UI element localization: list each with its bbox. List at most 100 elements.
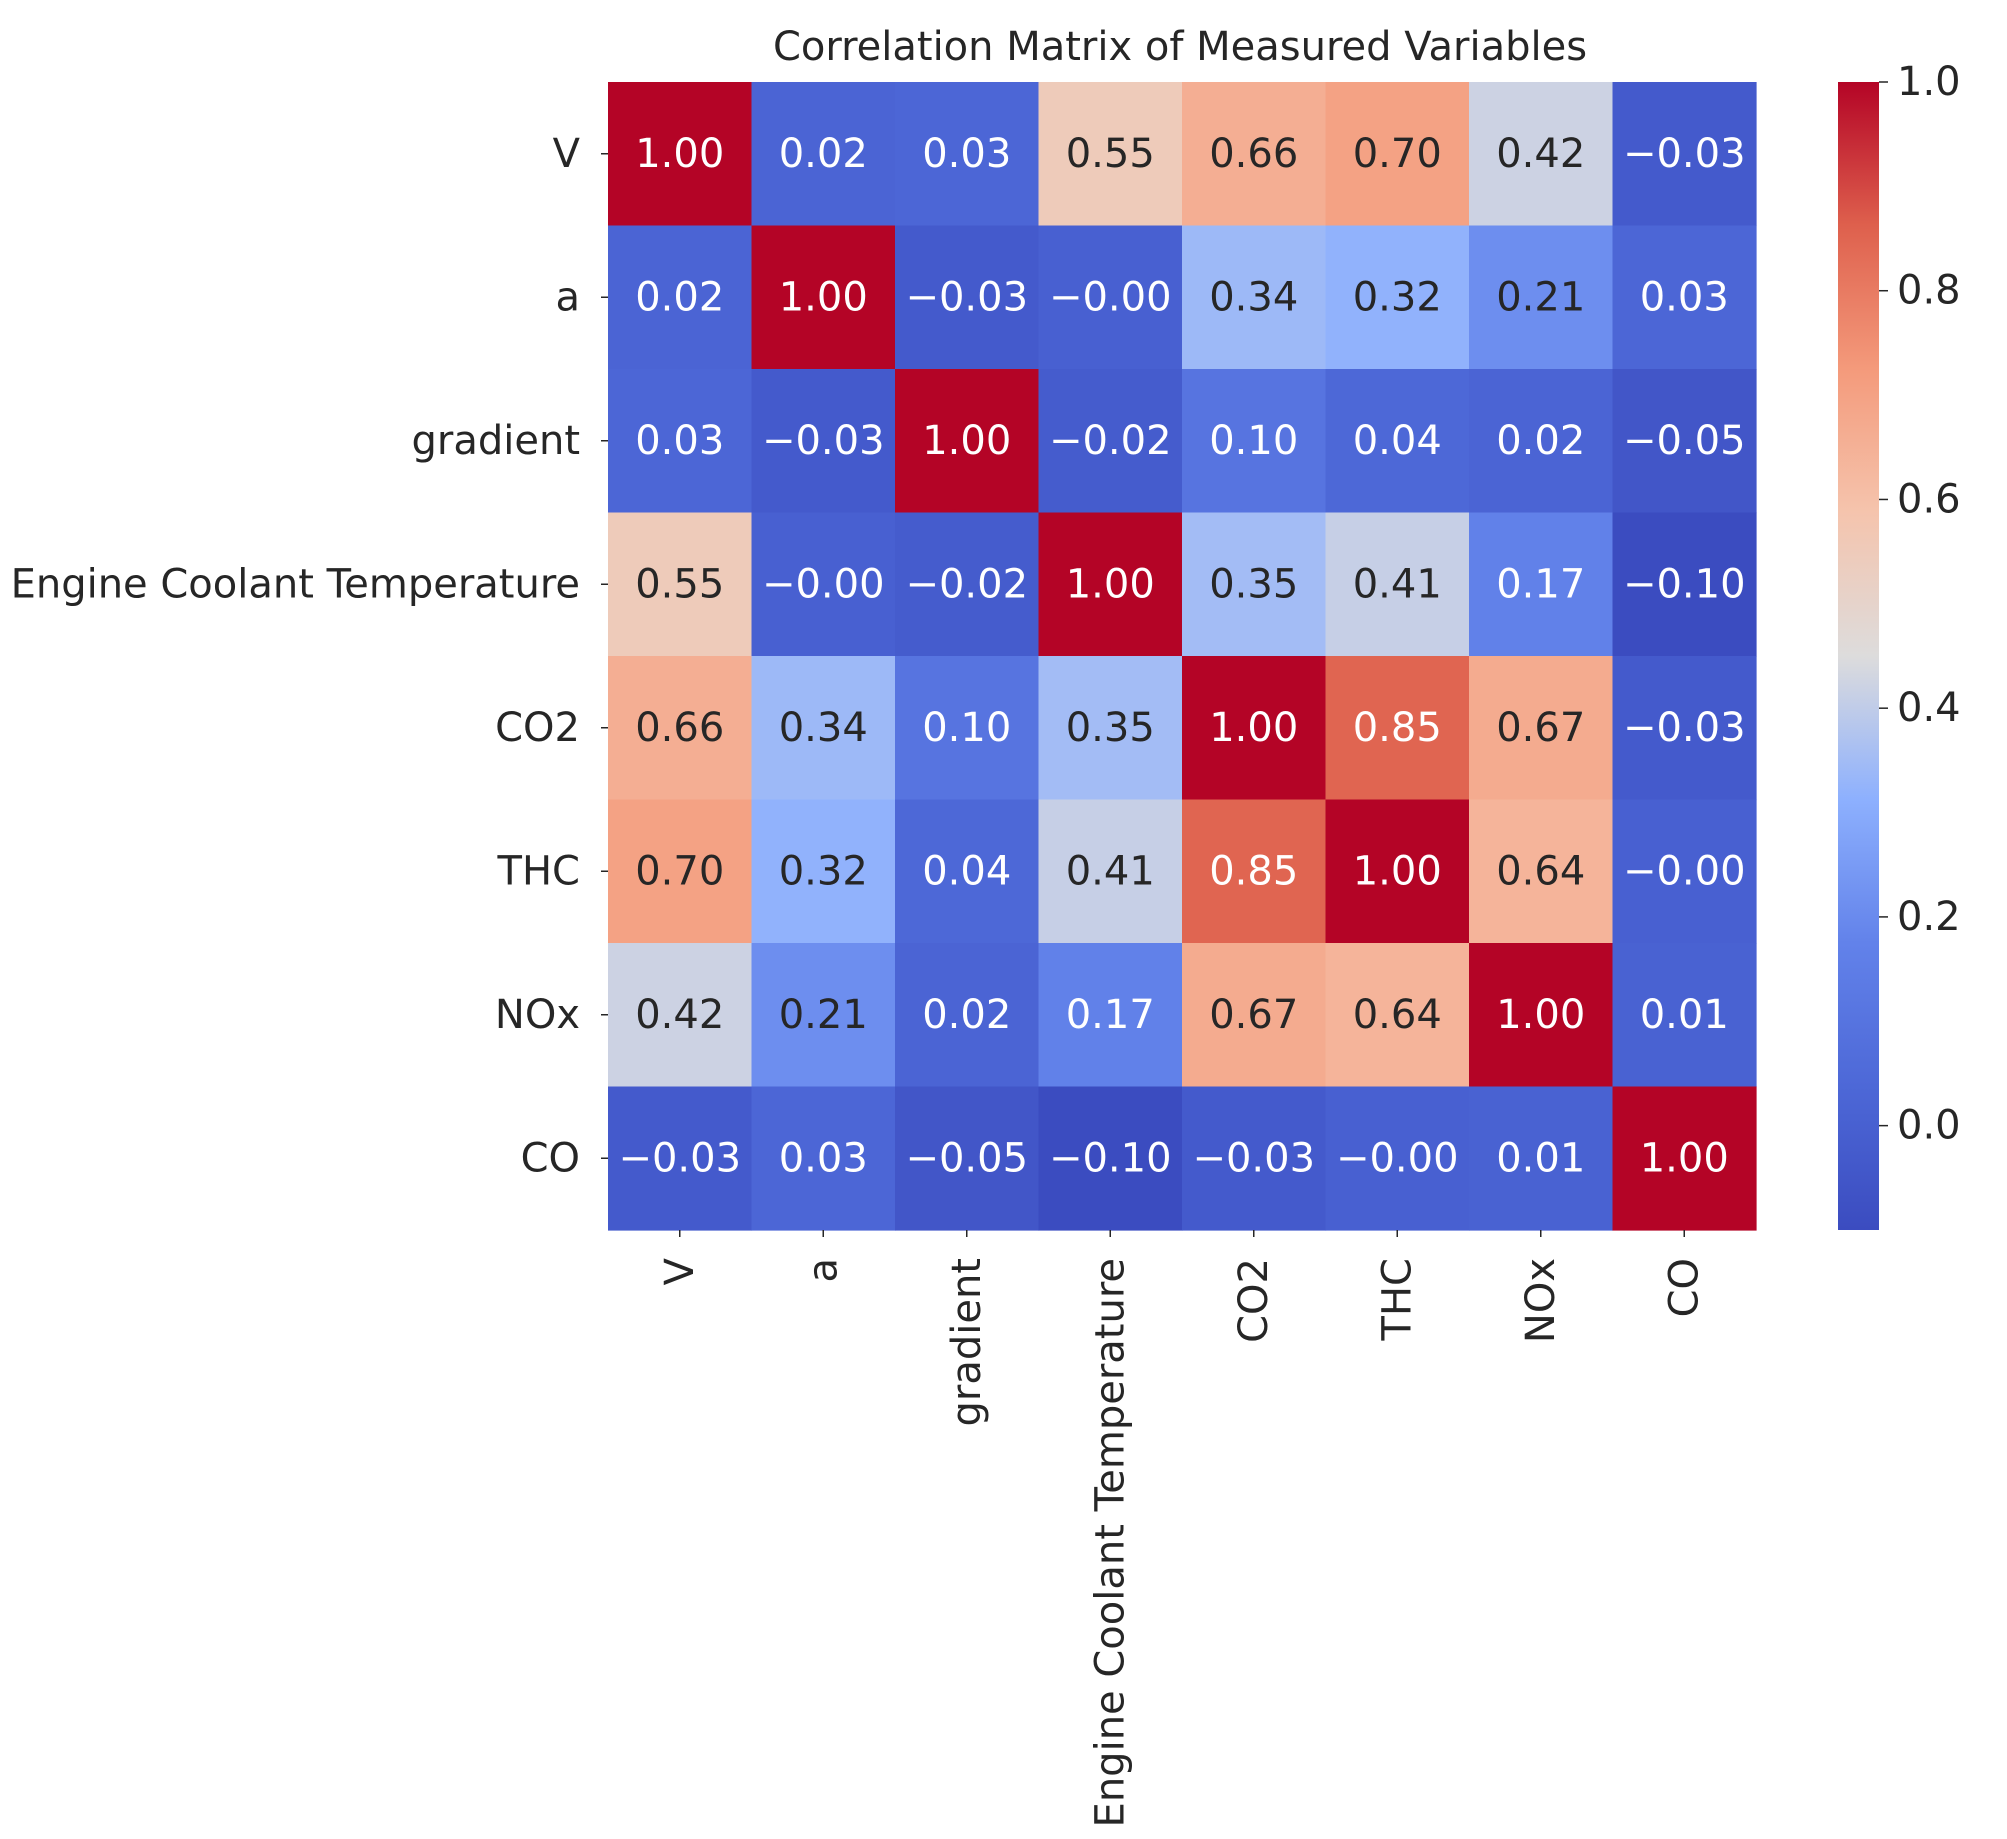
y-tick-label: CO xyxy=(521,1135,580,1181)
heatmap-cell xyxy=(751,943,896,1088)
x-tick-label: gradient xyxy=(944,1258,990,1427)
x-tick-label: Engine Coolant Temperature xyxy=(1087,1258,1133,1827)
cell-annotation: 0.03 xyxy=(635,418,724,464)
cell-annotation: 0.01 xyxy=(1640,992,1729,1038)
y-tick-label: THC xyxy=(497,848,580,894)
heatmap-cell xyxy=(608,943,753,1088)
cell-annotation: −0.00 xyxy=(1336,1135,1459,1181)
cell-annotation: 1.00 xyxy=(779,274,868,320)
heatmap-cell xyxy=(1182,512,1327,657)
y-tick-label: a xyxy=(555,274,580,320)
cell-annotation: −0.03 xyxy=(762,418,885,464)
cell-annotation: 1.00 xyxy=(1353,848,1442,894)
cell-annotation: 0.10 xyxy=(1209,418,1298,464)
cell-annotation: −0.02 xyxy=(1049,418,1172,464)
heatmap-cell xyxy=(1038,82,1183,227)
heatmap-cell xyxy=(1038,225,1183,370)
heatmap-cell xyxy=(751,512,896,657)
cell-annotation: 0.41 xyxy=(1066,848,1155,894)
heatmap-cell xyxy=(1038,512,1183,657)
cell-annotation: 0.03 xyxy=(922,131,1011,177)
cell-annotation: −0.02 xyxy=(905,561,1028,607)
heatmap-cell xyxy=(608,656,753,801)
heatmap-cell xyxy=(1612,369,1757,514)
cell-annotation: 0.35 xyxy=(1066,705,1155,751)
heatmap-cell xyxy=(1469,1086,1614,1231)
y-tick-label: gradient xyxy=(412,418,581,464)
colorbar-tick-label: 0.8 xyxy=(1897,268,1961,314)
cell-annotation: 0.41 xyxy=(1353,561,1442,607)
heatmap-cell xyxy=(1469,369,1614,514)
x-tick-label: a xyxy=(800,1258,846,1283)
heatmap-cell xyxy=(1612,225,1757,370)
heatmap-cell xyxy=(1469,225,1614,370)
cell-annotation: 0.85 xyxy=(1209,848,1298,894)
cell-annotation: −0.03 xyxy=(618,1135,741,1181)
heatmap-cell xyxy=(608,799,753,944)
heatmap-cell xyxy=(1469,656,1614,801)
heatmap-cell xyxy=(1325,943,1470,1088)
heatmap-cells xyxy=(608,82,1757,1231)
heatmap-cell xyxy=(895,82,1040,227)
heatmap-cell xyxy=(1325,1086,1470,1231)
cell-annotation: 0.70 xyxy=(635,848,724,894)
heatmap-cell xyxy=(608,512,753,657)
heatmap-cell xyxy=(608,1086,753,1231)
x-tick-label: THC xyxy=(1374,1258,1420,1341)
cell-annotation: 0.34 xyxy=(1209,274,1298,320)
cell-annotation: 0.66 xyxy=(1209,131,1298,177)
heatmap-cell xyxy=(1612,943,1757,1088)
heatmap-cell xyxy=(1182,225,1327,370)
heatmap-cell xyxy=(608,369,753,514)
heatmap-cell xyxy=(1325,369,1470,514)
colorbar: 0.0 0.2 0.4 0.6 0.8 1.0 xyxy=(1838,59,1961,1230)
cell-annotation: 0.67 xyxy=(1209,992,1298,1038)
cell-annotation: −0.10 xyxy=(1623,561,1746,607)
cell-annotation: 0.21 xyxy=(1496,274,1585,320)
x-tick-label: V xyxy=(657,1257,703,1285)
chart-title: Correlation Matrix of Measured Variables xyxy=(773,24,1587,70)
x-tick-label: NOx xyxy=(1518,1258,1564,1343)
heatmap-cell xyxy=(1038,369,1183,514)
heatmap-cell xyxy=(1325,799,1470,944)
heatmap-cell xyxy=(895,656,1040,801)
cell-annotation: −0.00 xyxy=(762,561,885,607)
cell-annotation: 0.67 xyxy=(1496,705,1585,751)
cell-annotation: 0.04 xyxy=(922,848,1011,894)
cell-annotation: 1.00 xyxy=(1496,992,1585,1038)
colorbar-tick-label: 0.0 xyxy=(1897,1103,1961,1149)
heatmap-cell xyxy=(1182,943,1327,1088)
cell-annotation: 0.55 xyxy=(635,561,724,607)
cell-annotation: 0.03 xyxy=(779,1135,868,1181)
cell-annotation: −0.03 xyxy=(1623,705,1746,751)
cell-annotation: 0.35 xyxy=(1209,561,1298,607)
cell-annotation: 0.85 xyxy=(1353,705,1442,751)
heatmap-cell xyxy=(1469,799,1614,944)
heatmap-cell xyxy=(1038,1086,1183,1231)
y-tick-label: Engine Coolant Temperature xyxy=(11,561,580,607)
heatmap-cell xyxy=(1325,512,1470,657)
heatmap-cell xyxy=(751,225,896,370)
cell-annotation: −0.05 xyxy=(1623,418,1746,464)
cell-annotation: 0.55 xyxy=(1066,131,1155,177)
heatmap-cell xyxy=(1469,943,1614,1088)
heatmap-cell xyxy=(1469,512,1614,657)
heatmap-cell xyxy=(1182,1086,1327,1231)
heatmap-cell xyxy=(895,512,1040,657)
cell-annotation: −0.03 xyxy=(1623,131,1746,177)
cell-annotation: −0.03 xyxy=(1192,1135,1315,1181)
heatmap-cell xyxy=(608,82,753,227)
heatmap-cell xyxy=(895,799,1040,944)
cell-annotation: 0.66 xyxy=(635,705,724,751)
heatmap-cell xyxy=(1038,799,1183,944)
heatmap-cell xyxy=(1612,1086,1757,1231)
cell-annotation: 0.02 xyxy=(922,992,1011,1038)
heatmap-cell xyxy=(1038,656,1183,801)
heatmap-cell xyxy=(1325,82,1470,227)
heatmap-cell xyxy=(1182,369,1327,514)
cell-annotation: 0.04 xyxy=(1353,418,1442,464)
heatmap-cell xyxy=(1612,512,1757,657)
heatmap-cell xyxy=(608,225,753,370)
heatmap-cell xyxy=(1038,943,1183,1088)
